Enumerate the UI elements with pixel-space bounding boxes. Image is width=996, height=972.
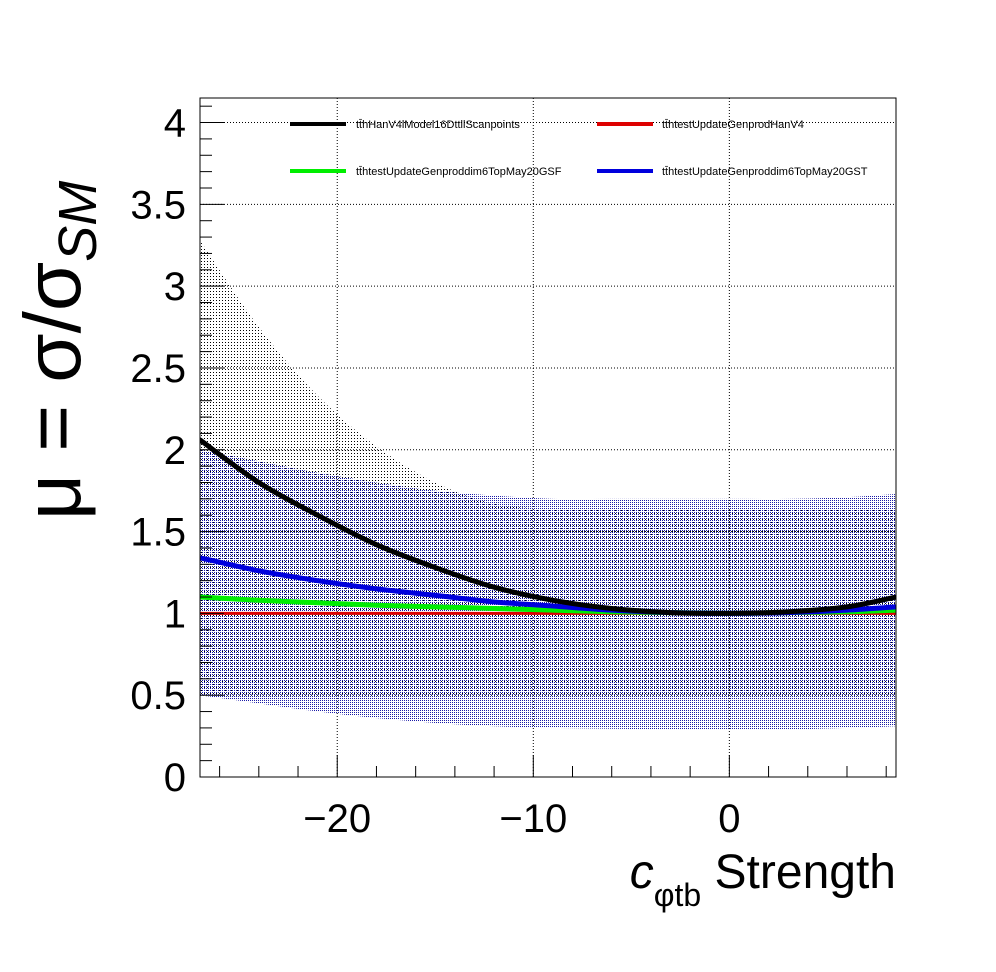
x-tick-label-0: −20 [303, 797, 371, 841]
plot-frame [199, 97, 897, 778]
series-lines [200, 437, 896, 616]
x-tick-label-1: −10 [499, 797, 567, 841]
legend-label-3: tt̄htestUpdateGenproddim6TopMay20GST [662, 166, 868, 178]
x-tick-label-2: 0 [718, 797, 740, 841]
series-line-0 [200, 437, 896, 616]
y-tick-labels: 0 0.5 1 1.5 2 2.5 3 3.5 4 [130, 102, 186, 800]
legend-label-0: tt̄hHanV4lModel16DttllScanpoints [356, 119, 520, 131]
y-tick-label-3: 1.5 [130, 511, 186, 555]
legend: tt̄hHanV4lModel16DttllScanpoints tt̄htes… [290, 119, 868, 178]
y-tick-label-1: 0.5 [130, 674, 186, 718]
x-tick-labels: −20 −10 0 [303, 797, 740, 841]
y-tick-label-7: 3.5 [130, 183, 186, 227]
y-tick-label-0: 0 [164, 756, 186, 800]
y-tick-label-6: 3 [164, 265, 186, 309]
x-axis-title: cφtb Strength [630, 846, 896, 913]
y-tick-label-5: 2.5 [130, 347, 186, 391]
y-tick-label-4: 2 [164, 429, 186, 473]
legend-label-2: tt̄htestUpdateGenproddim6TopMay20GSF [356, 166, 562, 178]
uncertainty-bands [200, 240, 896, 730]
y-axis-title: μ = σ/σSM [8, 181, 108, 520]
axis-ticks [200, 105, 887, 778]
y-tick-label-8: 4 [164, 102, 186, 146]
y-tick-label-2: 1 [164, 592, 186, 636]
legend-label-1: tt̄htestUpdateGenprodHanV4 [662, 119, 804, 131]
band-blue-envelope [200, 449, 896, 730]
